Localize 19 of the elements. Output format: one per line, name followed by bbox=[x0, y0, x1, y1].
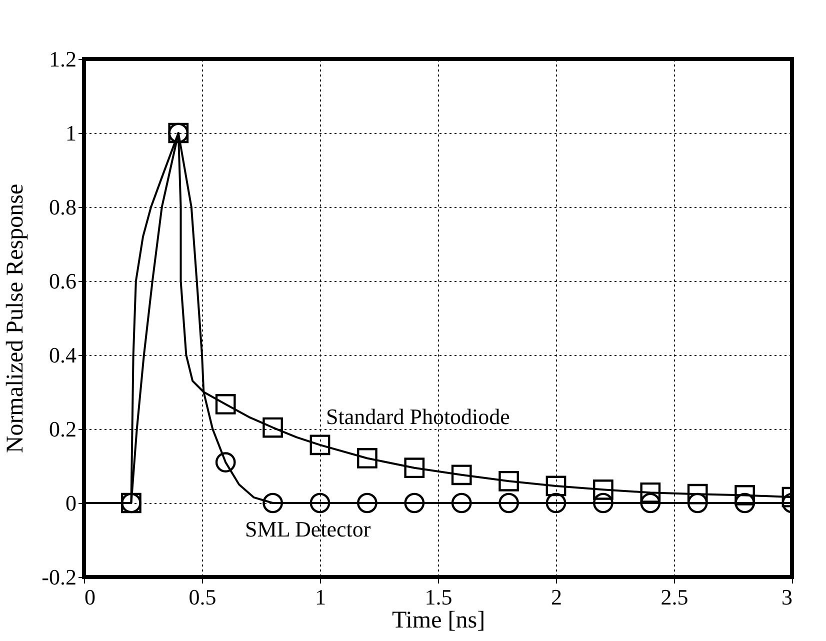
x-tick-label: 3 bbox=[782, 584, 792, 610]
x-axis-title: Time [ns] bbox=[392, 608, 486, 634]
x-tick-label: 2.5 bbox=[660, 584, 688, 610]
x-tick-label: 1 bbox=[315, 584, 326, 610]
y-tick-label: 0 bbox=[66, 490, 76, 516]
x-tick-label: 1.5 bbox=[424, 584, 452, 610]
y-tick-label: 0.4 bbox=[49, 342, 76, 368]
y-tick-label: 0.8 bbox=[49, 194, 76, 220]
y-tick-label: 0.6 bbox=[49, 268, 76, 294]
x-tick-label: 0.5 bbox=[188, 584, 216, 610]
y-tick-label: -0.2 bbox=[42, 564, 76, 590]
x-tick-label: 2 bbox=[551, 584, 562, 610]
series-label: SML Detector bbox=[245, 516, 372, 542]
y-tick-label: 0.2 bbox=[49, 416, 76, 442]
y-axis-title: Normalized Pulse Response bbox=[2, 184, 29, 454]
y-tick-label: 1 bbox=[66, 120, 76, 146]
series-label: Standard Photodiode bbox=[326, 404, 510, 429]
y-tick-label: 1.2 bbox=[49, 46, 76, 72]
x-tick-label: 0 bbox=[84, 584, 96, 610]
